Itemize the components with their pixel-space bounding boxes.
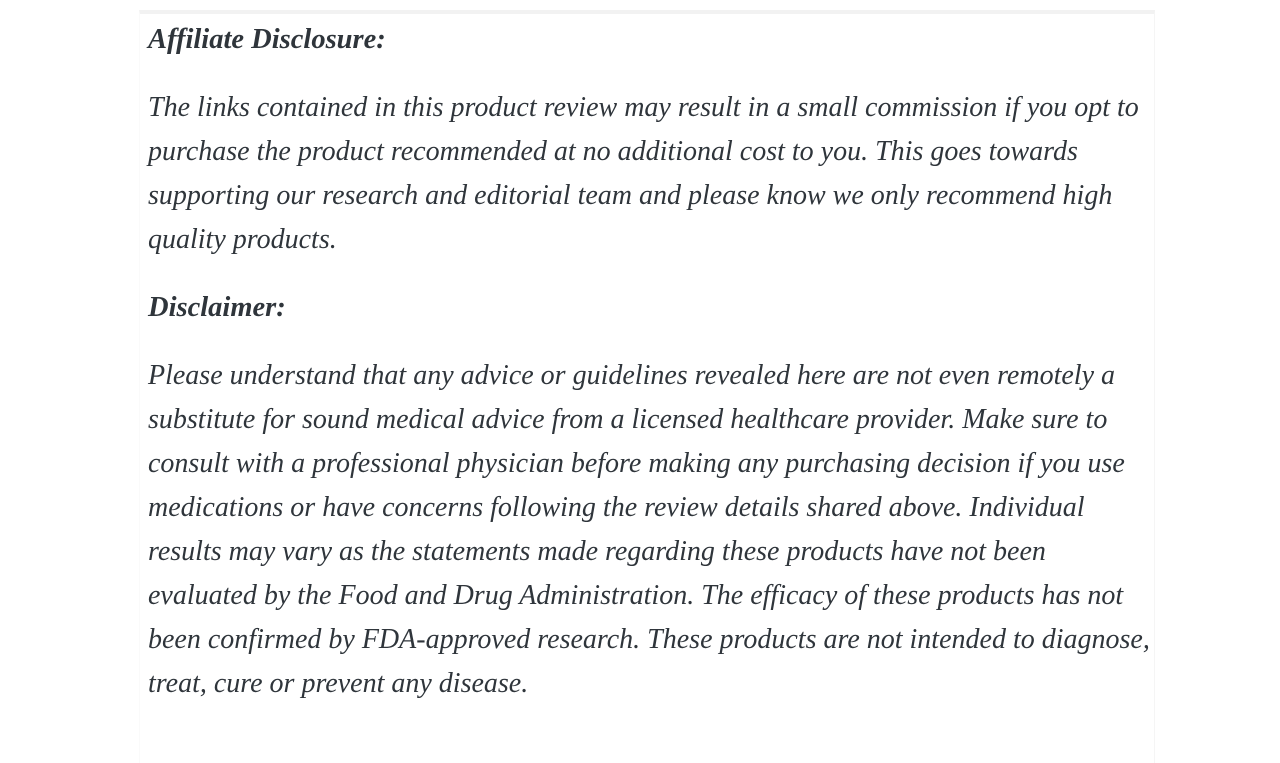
affiliate-disclosure-heading: Affiliate Disclosure: [148,24,386,55]
disclaimer-heading: Disclaimer: [148,292,286,323]
article-body: Affiliate Disclosure: The links containe… [139,10,1155,763]
affiliate-disclosure-paragraph: The links contained in this product revi… [148,92,1139,255]
disclaimer-paragraph: Please understand that any advice or gui… [148,360,1150,699]
